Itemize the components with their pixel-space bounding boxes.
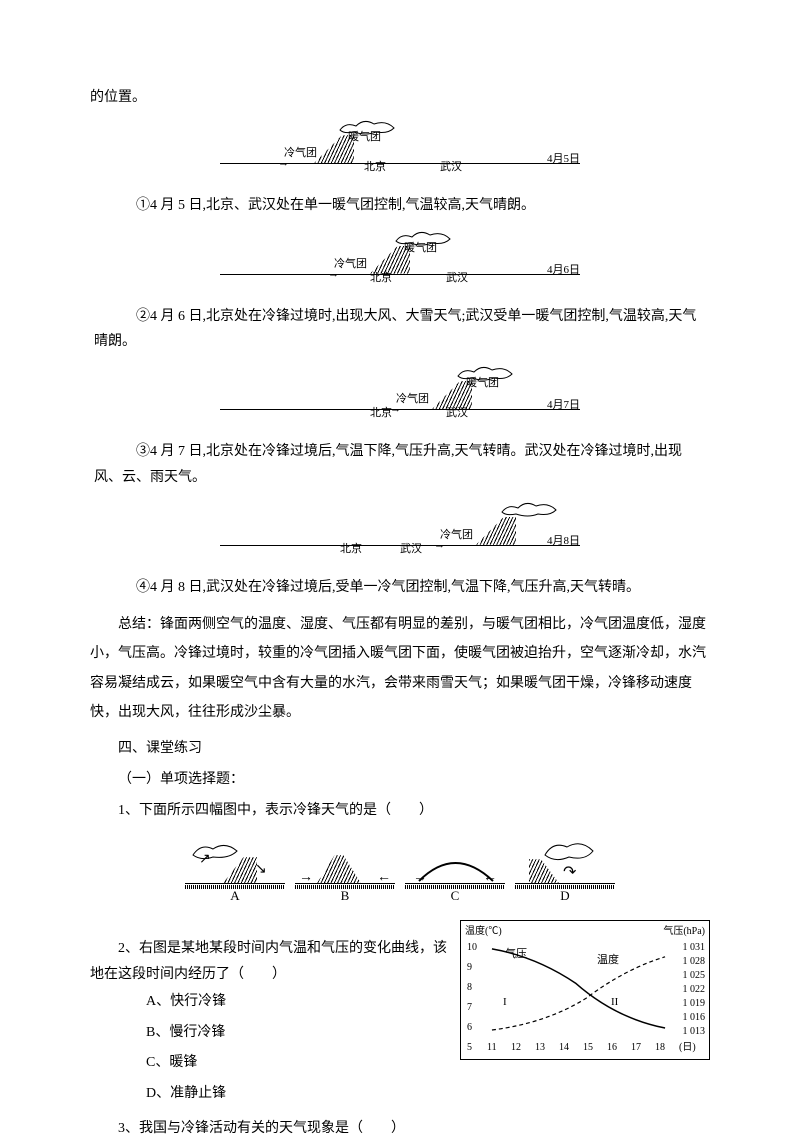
q2-option-a[interactable]: A、快行冷锋 (146, 987, 452, 1018)
q2-option-b[interactable]: B、慢行冷锋 (146, 1018, 452, 1049)
summary-text: 总结：锋面两侧空气的温度、湿度、气压都有明显的差别，与暖气团相比，冷气团温度低，… (90, 610, 710, 728)
pressure-curve (492, 957, 665, 1030)
desc-1: ①4 月 5 日,北京、武汉处在单一暖气团控制,气温较高,天气晴朗。 (90, 193, 710, 218)
diagram-apr7: 冷气团 → 暖气团 北京 武汉 4月7日 (90, 364, 710, 433)
section-4-title: 四、课堂练习 (90, 736, 710, 761)
q3-stem: 3、我国与冷锋活动有关的天气现象是（ ） (90, 1116, 710, 1141)
q2-option-c[interactable]: C、暖锋 (146, 1048, 452, 1079)
desc-3: ③4 月 7 日,北京处在冷锋过境后,气温下降,气压升高,天气转晴。武汉处在冷锋… (90, 439, 710, 489)
q1-options-diagram: ↘ ↗ A → ← B → ← C ↷ D (90, 837, 710, 916)
diagram-apr8: 冷气团 → 北京 武汉 4月8日 (90, 500, 710, 569)
subsection-1: （一）单项选择题： (90, 767, 710, 792)
desc-2: ②4 月 6 日,北京处在冷锋过境时,出现大风、大雪天气;武汉受单一暖气团控制,… (90, 304, 710, 354)
q2-chart: 温度(℃) 气压(hPa) 气压 温度 I II 1098765 1 0311 … (460, 920, 710, 1060)
diagram-apr5: 冷气团 → 暖气团 北京 武汉 4月5日 (90, 118, 710, 187)
q2-option-d[interactable]: D、准静止锋 (146, 1079, 452, 1110)
diagram-apr6: 冷气团 → 暖气团 北京 武汉 4月6日 (90, 229, 710, 298)
q1-stem: 1、下面所示四幅图中，表示冷锋天气的是（ ） (90, 798, 710, 823)
q2-stem: 2、右图是某地某段时间内气温和气压的变化曲线，该地在这段时间内经历了（ ） (90, 936, 452, 986)
desc-4: ④4 月 8 日,武汉处在冷锋过境后,受单一冷气团控制,气温下降,气压升高,天气… (90, 575, 710, 600)
intro-fragment: 的位置。 (90, 85, 710, 110)
